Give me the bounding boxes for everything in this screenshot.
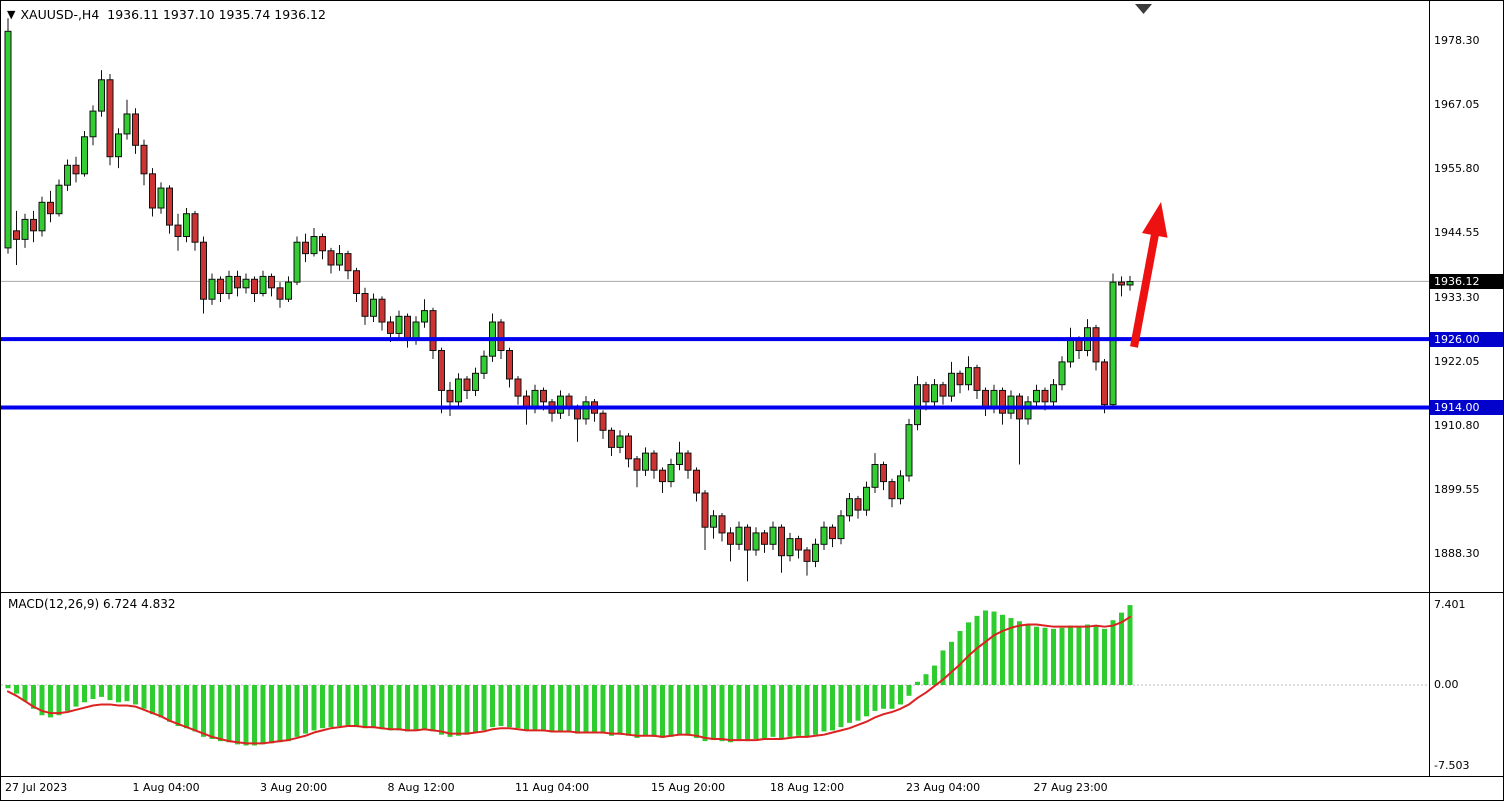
price-axis-label: 1944.55: [1434, 226, 1480, 240]
dropdown-triangle-icon: ▼: [7, 7, 16, 21]
level-price-badge: 1914.00: [1430, 400, 1503, 415]
price-axis-label: 1933.30: [1434, 290, 1480, 304]
level-price-badge: 1926.00: [1430, 331, 1503, 347]
price-axis-label: 1922.05: [1434, 354, 1480, 368]
time-axis-separator: [1, 776, 1503, 777]
panel-separator[interactable]: [1, 592, 1503, 593]
time-axis-label: 27 Aug 23:00: [1033, 781, 1108, 794]
price-axis-label: 1910.80: [1434, 418, 1480, 432]
price-axis-label: 1967.05: [1434, 98, 1480, 112]
current-price-badge: 1936.12: [1430, 273, 1503, 289]
macd-axis-label: 7.401: [1434, 598, 1466, 612]
macd-signal-line: [7, 615, 1131, 745]
chart-shift-marker-icon[interactable]: [1135, 4, 1152, 14]
horizontal-level-line[interactable]: [1, 337, 1429, 342]
horizontal-level-line[interactable]: [1, 405, 1429, 410]
price-axis-line: [1429, 1, 1430, 777]
macd-axis-label: -7.503: [1434, 759, 1470, 773]
macd-indicator-label: MACD(12,26,9) 6.724 4.832: [8, 597, 176, 611]
time-axis-label: 8 Aug 12:00: [387, 781, 455, 794]
price-axis-label: 1899.55: [1434, 482, 1480, 496]
ohlc-quote-label: 1936.11 1937.10 1935.74 1936.12: [107, 7, 326, 22]
time-axis-label: 1 Aug 04:00: [132, 781, 200, 794]
time-axis-label: 15 Aug 20:00: [651, 781, 726, 794]
price-axis-label: 1888.30: [1434, 547, 1480, 560]
time-axis-label: 27 Jul 2023: [5, 781, 68, 794]
time-axis-label: 3 Aug 20:00: [260, 781, 328, 794]
trend-arrow-head[interactable]: [1141, 202, 1168, 238]
time-axis-label: 11 Aug 04:00: [515, 781, 590, 794]
trend-arrow-shaft[interactable]: [1130, 230, 1160, 348]
symbol-ohlc-bar: ▼ XAUUSD-,H4 1936.11 1937.10 1935.74 193…: [7, 7, 326, 22]
time-axis-label: 23 Aug 04:00: [906, 781, 981, 794]
symbol-timeframe-label: XAUUSD-,H4: [20, 7, 100, 22]
candlestick-series: [4, 18, 1134, 582]
price-axis-label: 1955.80: [1434, 162, 1480, 176]
price-axis-label: 1978.30: [1434, 34, 1480, 47]
macd-axis-label: 0.00: [1434, 678, 1459, 691]
macd-histogram: [5, 605, 1133, 746]
time-axis-label: 18 Aug 12:00: [770, 781, 845, 794]
